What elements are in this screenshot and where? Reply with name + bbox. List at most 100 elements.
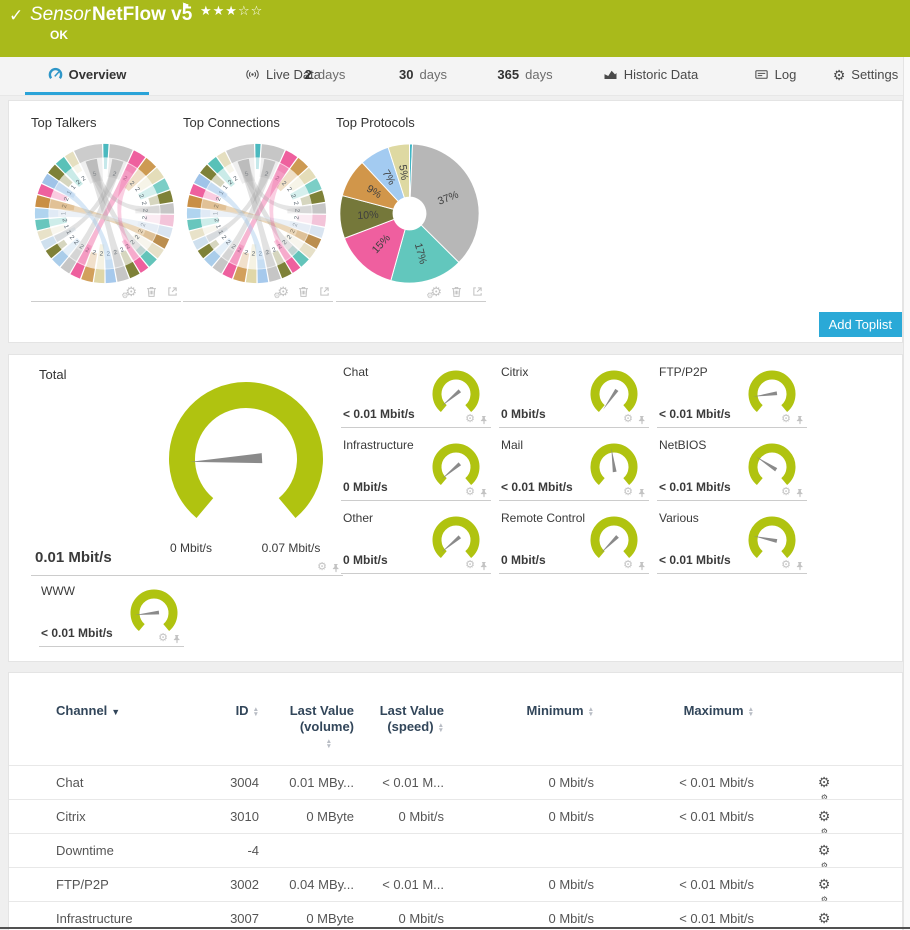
tab-live-data[interactable]: Live Data [228,57,338,92]
table-row-citrix: Citrix 3010 0 MByte 0 Mbit/s 0 Mbit/s < … [9,800,902,834]
svg-text:10%: 10% [357,209,379,222]
open-external-icon[interactable] [166,285,179,298]
channel-name: Various [659,511,699,525]
pin-icon[interactable] [637,488,647,498]
open-external-icon[interactable] [318,285,331,298]
channel-link[interactable]: Citrix [56,809,86,824]
channel-value: < 0.01 Mbit/s [41,626,113,640]
svg-text:1: 1 [216,229,224,236]
flag-icon: ⚑ [181,2,190,13]
svg-text:2: 2 [137,228,145,235]
tab-historic-data[interactable]: Historic Data [588,57,713,92]
channel-gauge [748,516,796,558]
gear-icon[interactable]: ⚙ [623,413,633,425]
channel-link[interactable]: Infrastructure [56,911,133,926]
gear-icon[interactable]: ⚙ [465,486,475,498]
top-connections-chord-chart[interactable]: 222222222222222222222211212211225 [184,141,329,286]
sort-icon: ▲ ▼ [437,721,444,734]
pin-icon[interactable] [795,561,805,571]
pin-icon[interactable] [331,563,341,573]
svg-text:2: 2 [213,203,221,208]
column-header-id[interactable]: ID ▲ ▼ [235,703,259,718]
column-header-minimum[interactable]: Minimum ▲ ▼ [526,703,595,718]
table-header: Channel ▼ ID ▲ ▼ Last Value (volume) ▲ ▼ Las… [9,703,902,763]
delete-icon[interactable] [297,285,310,298]
total-gauge-block: Total 0 Mbit/s 0.07 Mbit/s 0.01 Mbit/s ⚙ [31,363,343,576]
tab-365-days[interactable]: 365 days [475,57,575,92]
svg-text:2: 2 [258,250,263,257]
table-row-chat: Chat 3004 0.01 MBy... < 0.01 M... 0 Mbit… [9,766,902,800]
tab-30-days[interactable]: 30 days [378,57,468,92]
gear-icon[interactable]: ⚙ [781,413,791,425]
cell-last-value-volume: 0.01 MBy... [289,775,354,790]
svg-text:2: 2 [134,233,142,240]
svg-text:2: 2 [281,239,289,247]
tab-log[interactable]: Log [740,57,810,92]
gear-icon[interactable]: ⚙ [781,559,791,571]
svg-text:1: 1 [70,183,78,191]
channel-link[interactable]: Downtime [56,843,114,858]
pin-icon[interactable] [479,561,489,571]
channel-gauge [130,589,178,631]
channel-name: Citrix [501,365,529,379]
priority-stars[interactable]: ★★★☆☆ [200,3,264,18]
sort-icon: ▲ ▼ [747,705,754,718]
top-protocols-pie-chart[interactable]: 37%17%15%10%9%7%5% [337,141,482,286]
tab-overview[interactable]: Overview [25,57,149,95]
channel-gauge [590,516,638,558]
toplist-settings-icon[interactable]: ⚙ ⚙ [426,284,442,300]
pin-icon[interactable] [479,488,489,498]
pin-icon[interactable] [795,415,805,425]
channel-value: 0 Mbit/s [343,553,388,567]
svg-text:2: 2 [289,228,297,235]
channel-settings-icon[interactable]: ⚙⚙ [817,842,831,867]
add-toplist-button[interactable]: Add Toplist [818,312,902,337]
column-header-last-value-speed[interactable]: Last Value (speed) ▲ ▼ [379,703,444,734]
column-header-maximum[interactable]: Maximum ▲ ▼ [683,703,754,718]
svg-text:2: 2 [236,247,243,255]
pin-icon[interactable] [795,488,805,498]
column-header-last-value-volume[interactable]: Last Value (volume) ▲ ▼ [289,703,354,750]
gear-icon[interactable]: ⚙ [158,632,168,644]
delete-icon[interactable] [450,285,463,298]
tab-settings[interactable]: ⚙ Settings [823,57,908,92]
toplist-settings-icon[interactable]: ⚙ ⚙ [121,284,137,300]
channels-table-panel: Channel ▼ ID ▲ ▼ Last Value (volume) ▲ ▼ Las… [8,672,903,930]
svg-text:2: 2 [78,243,85,251]
channel-settings-icon[interactable]: ⚙⚙ [817,876,831,901]
pin-icon[interactable] [479,415,489,425]
svg-text:2: 2 [220,234,228,241]
toplist-top-connections: Top Connections 222222222222222222222211… [183,115,333,302]
pin-icon[interactable] [637,415,647,425]
toplist-settings-icon[interactable]: ⚙ ⚙ [273,284,289,300]
gear-icon[interactable]: ⚙ [623,559,633,571]
pin-icon[interactable] [172,634,182,644]
svg-text:2: 2 [84,247,91,255]
channel-name: Other [343,511,374,525]
gear-icon[interactable]: ⚙ [781,486,791,498]
channel-link[interactable]: FTP/P2P [56,877,109,892]
channel-settings-icon[interactable]: ⚙⚙ [817,808,831,833]
channel-value: 0 Mbit/s [501,553,546,567]
gauge-cell-chat: Chat < 0.01 Mbit/s ⚙ [341,363,491,428]
gear-icon[interactable]: ⚙ [623,486,633,498]
open-external-icon[interactable] [471,285,484,298]
sort-icon: ▲ ▼ [252,705,259,718]
column-header-channel[interactable]: Channel ▼ [56,703,121,718]
top-talkers-chord-chart[interactable]: 222222222222222222222211212211225 [32,141,177,286]
channel-value: 0 Mbit/s [501,407,546,421]
delete-icon[interactable] [145,285,158,298]
gear-icon[interactable]: ⚙ [317,561,327,573]
channel-link[interactable]: Chat [56,775,84,790]
cell-maximum: < 0.01 Mbit/s [679,877,754,892]
pin-icon[interactable] [637,561,647,571]
channel-settings-icon[interactable]: ⚙⚙ [817,910,831,930]
gear-icon[interactable]: ⚙ [465,559,475,571]
svg-text:2: 2 [61,203,69,208]
svg-text:2: 2 [230,243,237,251]
scrollbar-track[interactable] [903,57,910,930]
sensor-header: ✓ Sensor NetFlow v5 ⚑ ★★★☆☆ OK [0,0,910,57]
channel-settings-icon[interactable]: ⚙⚙ [817,774,831,799]
gear-icon[interactable]: ⚙ [465,413,475,425]
tab-2-days[interactable]: 2 days [280,57,370,92]
